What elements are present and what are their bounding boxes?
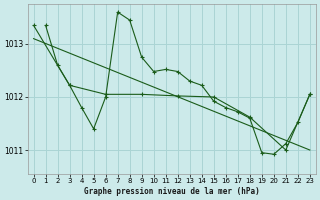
X-axis label: Graphe pression niveau de la mer (hPa): Graphe pression niveau de la mer (hPa) xyxy=(84,187,260,196)
